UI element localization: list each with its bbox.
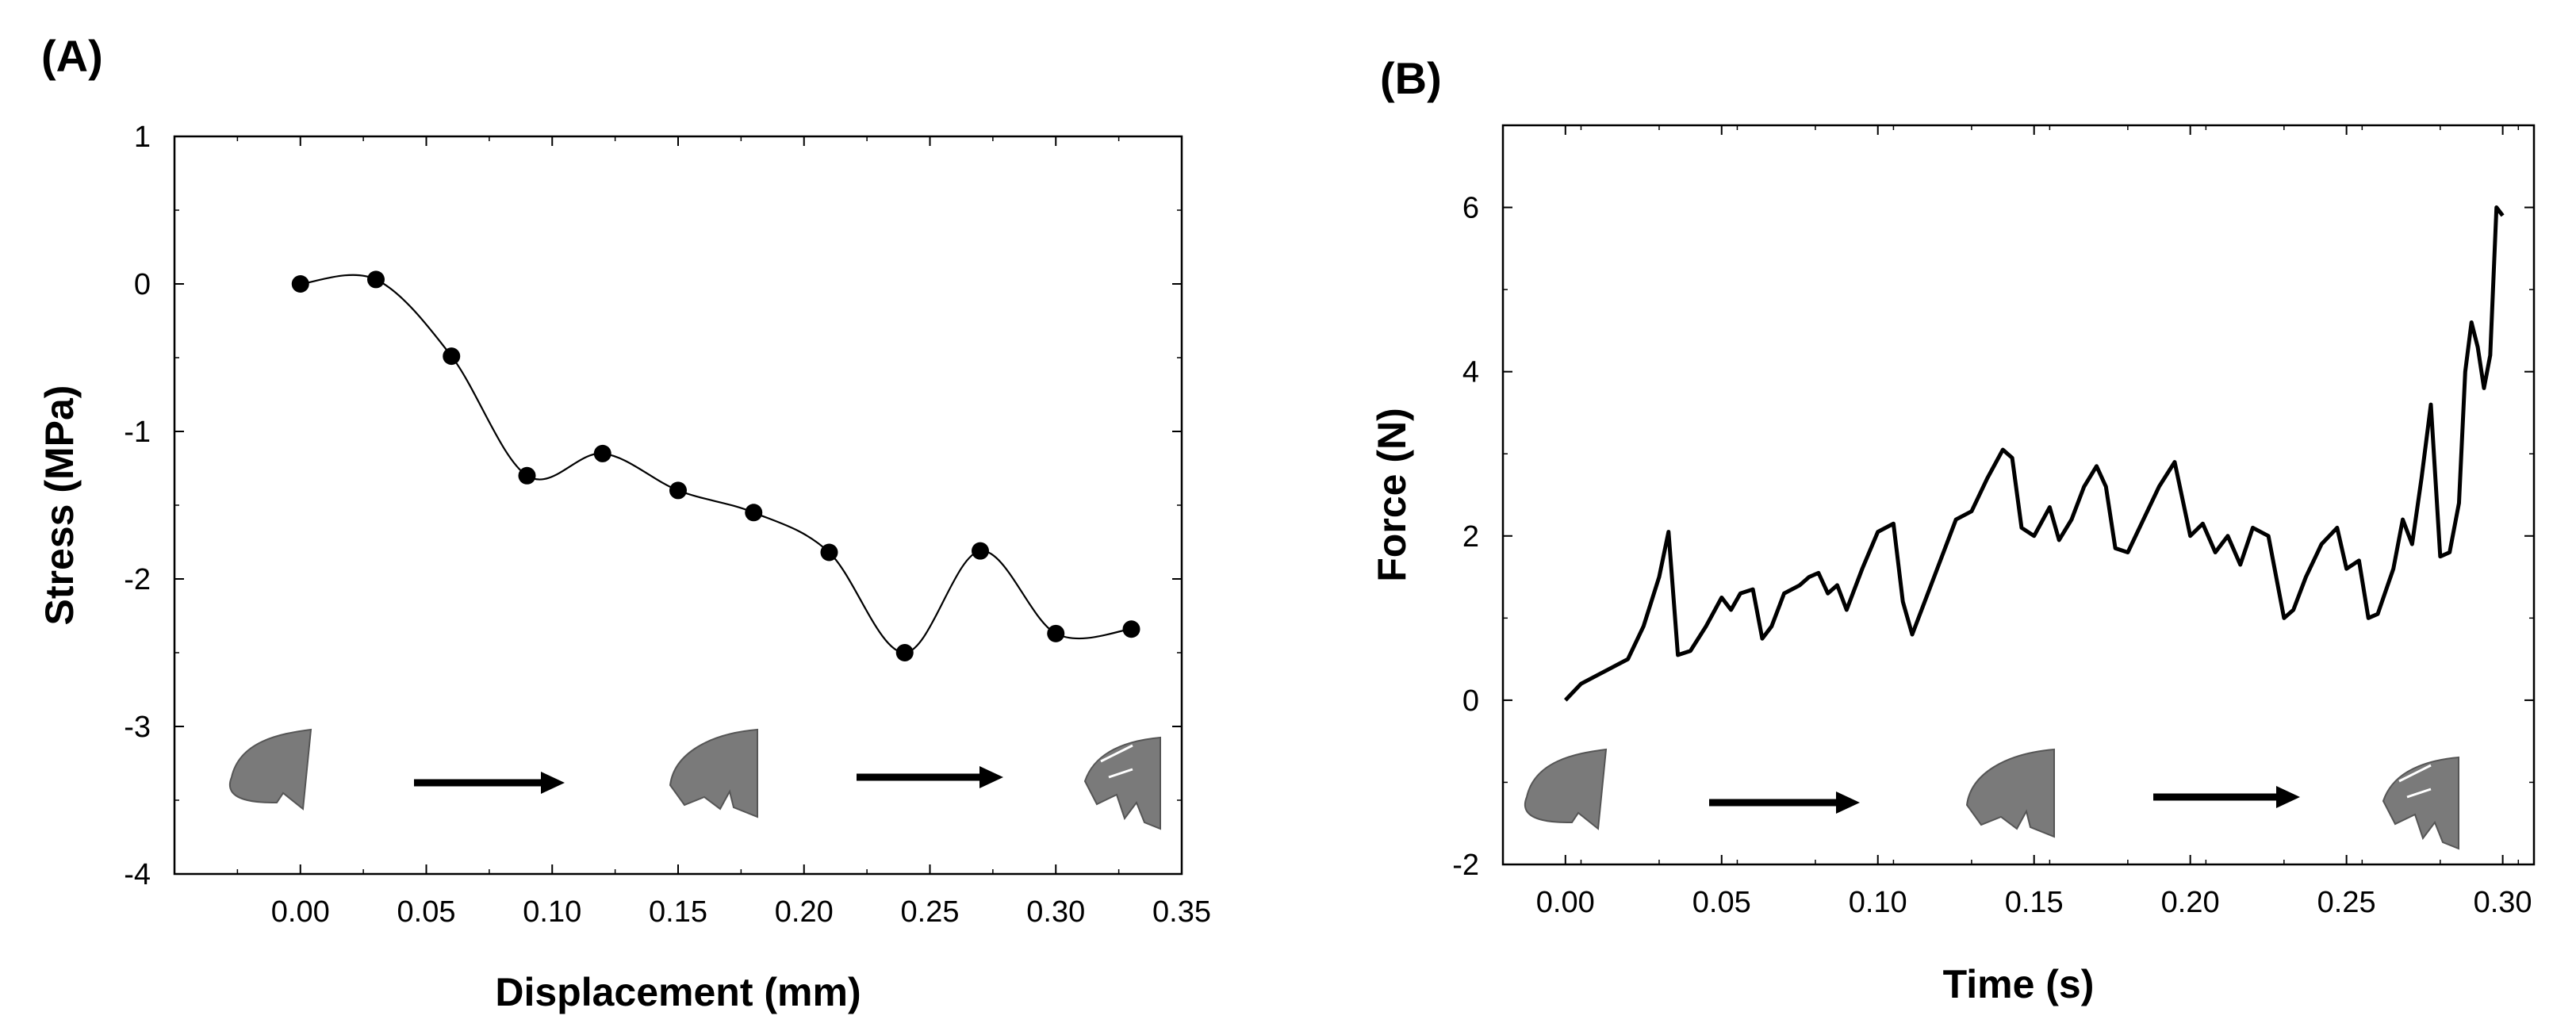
chart-b-x-tick-label: 0.25 <box>2317 886 2376 919</box>
chart-a-arrow-1-head-icon <box>541 772 565 794</box>
chart-a-x-axis-title: Displacement (mm) <box>495 970 861 1014</box>
chart-b-specimen-cracked-icon <box>1965 748 2055 838</box>
chart-a-data-point <box>443 347 461 366</box>
chart-b-x-tick-label: 0.05 <box>1692 886 1751 919</box>
chart-a-arrow-2-head-icon <box>979 766 1003 788</box>
chart-b-y-tick-label: 4 <box>1462 356 1479 389</box>
chart-a-data-point <box>895 644 914 661</box>
chart-a-y-tick-label: -4 <box>124 858 151 891</box>
chart-b-plot-frame <box>1501 124 2536 866</box>
chart-b-y-tick-label: 0 <box>1462 684 1479 718</box>
chart-b-y-tick-label: 2 <box>1462 520 1479 554</box>
chart-a-x-tick-label: 0.15 <box>649 895 707 929</box>
chart-b-ticks: 0.00 0.05 0.10 0.15 0.20 0.25 0.30 6 4 2 0 -2 <box>1452 125 2534 919</box>
chart-b-arrow-1-head-icon <box>1836 791 1860 814</box>
chart-a-specimen-cracked-icon <box>669 728 758 818</box>
chart-a: (A) 0.00 0.05 0.10 0.15 0.20 0.25 0.30 0.35 1 0 -1… <box>37 31 1211 1014</box>
chart-a-y-tick-label: -3 <box>124 711 151 744</box>
chart-a-panel-label: (A) <box>41 31 103 81</box>
chart-a-ticks: 0.00 0.05 0.10 0.15 0.20 0.25 0.30 0.35 1 0 -1 -2 -3… <box>124 121 1211 929</box>
chart-b-series-line <box>1563 205 2505 702</box>
chart-a-x-tick-label: 0.05 <box>397 895 456 929</box>
chart-b-x-tick-label: 0.15 <box>2005 886 2064 919</box>
chart-a-x-tick-label: 0.25 <box>901 895 960 929</box>
chart-a-y-tick-label: -2 <box>124 563 151 596</box>
chart-b-y-tick-label: -2 <box>1452 849 1479 882</box>
chart-a-data-point <box>367 270 385 289</box>
chart-b-x-tick-label: 0.20 <box>2161 886 2220 919</box>
chart-a-x-tick-label: 0.10 <box>523 895 581 929</box>
chart-a-y-tick-label: 0 <box>134 268 151 301</box>
chart-b-x-tick-label: 0.10 <box>1849 886 1907 919</box>
chart-b: (B) 0.00 0.05 0.10 0.15 0.20 0.25 0.30 6 4 2 0 -2 T… <box>1370 53 2536 1006</box>
chart-a-data-point <box>518 466 536 485</box>
chart-a-data-point <box>1122 620 1140 638</box>
chart-a-y-axis-title: Stress (MPa) <box>37 385 82 626</box>
chart-a-data-point <box>291 275 309 293</box>
chart-b-y-tick-label: 6 <box>1462 192 1479 225</box>
chart-b-x-axis-title: Time (s) <box>1943 962 2095 1006</box>
chart-a-data-points <box>291 270 1140 661</box>
chart-a-data-point <box>1047 624 1065 642</box>
chart-b-specimen-crack-lines-icon <box>2398 764 2432 799</box>
chart-a-specimen-illustrations <box>228 728 1161 830</box>
chart-b-y-axis-title: Force (N) <box>1370 408 1414 581</box>
chart-a-data-point <box>669 481 687 500</box>
chart-b-x-tick-label: 0.30 <box>2474 886 2532 919</box>
chart-a-x-tick-label: 0.20 <box>775 895 834 929</box>
chart-a-specimen-intact-icon <box>228 728 312 811</box>
chart-a-data-point <box>745 504 763 522</box>
chart-b-panel-label: (B) <box>1380 53 1442 103</box>
chart-a-data-point <box>820 543 838 561</box>
chart-a-data-point <box>972 542 989 560</box>
chart-a-y-tick-label: 1 <box>134 121 151 154</box>
chart-a-data-point <box>593 444 611 462</box>
chart-a-y-tick-label: -1 <box>124 416 151 449</box>
chart-a-specimen-crack-lines-icon <box>1100 744 1133 779</box>
chart-b-specimen-illustrations <box>1524 748 2459 850</box>
chart-b-x-tick-label: 0.00 <box>1536 886 1595 919</box>
chart-b-specimen-intact-icon <box>1524 748 1608 830</box>
chart-b-arrow-2-head-icon <box>2276 786 2300 808</box>
chart-a-x-tick-label: 0.30 <box>1026 895 1085 929</box>
chart-a-x-tick-label: 0.35 <box>1152 895 1211 929</box>
chart-a-x-tick-label: 0.00 <box>271 895 330 929</box>
